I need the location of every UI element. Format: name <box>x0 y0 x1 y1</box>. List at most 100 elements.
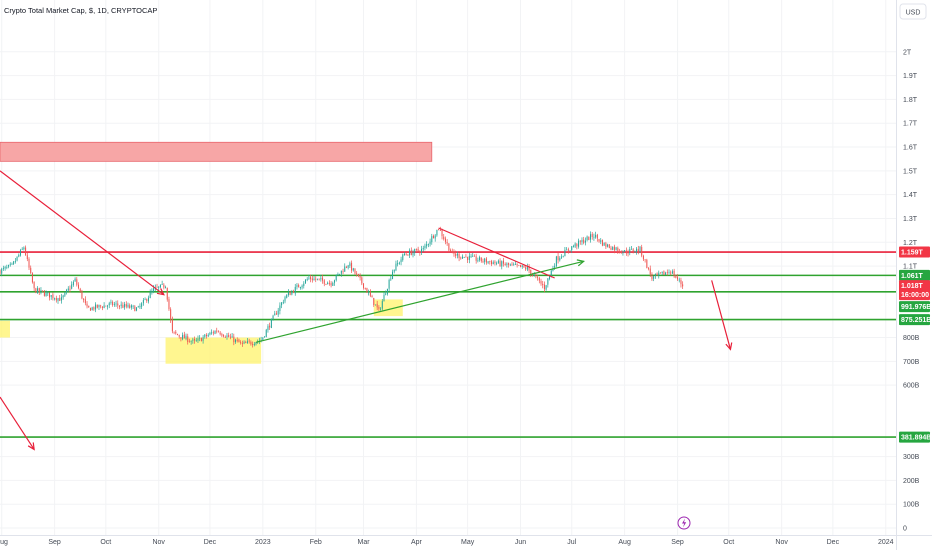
candle-body <box>214 330 216 334</box>
candle-body <box>456 253 458 256</box>
candle-body <box>282 302 284 303</box>
candle-body <box>217 331 219 333</box>
candle-body <box>231 336 233 338</box>
candle-body <box>402 254 404 261</box>
candle-body <box>95 304 97 310</box>
candle-body <box>627 252 629 254</box>
x-tick-label: Sep <box>48 539 61 546</box>
candle-body <box>323 280 325 284</box>
trend-lines[interactable] <box>0 170 733 451</box>
trend-line[interactable] <box>438 227 555 279</box>
candle-body <box>176 333 179 335</box>
y-tick-label: 300B <box>903 454 920 461</box>
candle-body <box>124 304 126 308</box>
candle-body <box>289 292 291 296</box>
price-axis[interactable]: 0 100B 200B 300B 600B 700B 800B 1.1T 1.2T 1.3T 1.4… <box>903 49 920 532</box>
trend-line[interactable] <box>0 396 35 450</box>
candle-body <box>368 292 370 294</box>
candle-body <box>356 273 358 275</box>
candle-body <box>137 306 139 308</box>
level-badge-box <box>899 246 930 258</box>
candle-body <box>455 253 457 256</box>
candle-body <box>680 280 682 285</box>
candle-body <box>612 246 614 250</box>
candle-body <box>620 251 622 254</box>
candle-body <box>223 335 225 337</box>
candle-body <box>603 242 605 246</box>
candle-body <box>151 290 153 293</box>
candle-body <box>103 305 105 309</box>
candle-body <box>363 283 365 288</box>
lightning-icon[interactable] <box>677 516 691 530</box>
support-zone[interactable] <box>373 299 403 317</box>
candle-body <box>301 285 303 288</box>
support-zone[interactable] <box>0 320 10 338</box>
candle-body <box>357 273 359 276</box>
candle-body <box>31 273 33 283</box>
y-tick-label: 1.9T <box>903 73 918 80</box>
candle-body <box>537 276 539 278</box>
level-badge-box <box>899 314 930 326</box>
candle-body <box>161 283 163 285</box>
candle-body <box>586 236 588 241</box>
candle-body <box>129 305 131 308</box>
currency-button[interactable]: USD <box>899 3 927 20</box>
x-tick-label: Oct <box>100 539 111 546</box>
candle-body <box>340 270 342 274</box>
resistance-zone[interactable] <box>0 141 433 162</box>
candle-body <box>438 229 440 230</box>
candle-body <box>572 246 574 248</box>
level-badge: 875.251B <box>901 317 931 324</box>
candlestick-series <box>0 226 684 348</box>
candle-body <box>538 278 540 281</box>
candle-body <box>487 261 489 263</box>
x-tick-label: Oct <box>723 539 734 546</box>
candle-body <box>516 263 518 266</box>
trend-line[interactable] <box>255 260 584 343</box>
candle-body <box>501 261 503 267</box>
candle-body <box>547 278 549 285</box>
trend-line[interactable] <box>0 170 165 296</box>
candle-body <box>468 255 470 260</box>
candle-body <box>248 340 250 342</box>
horizontal-levels[interactable] <box>0 251 896 438</box>
candle-body <box>253 344 255 345</box>
candle-body <box>386 288 388 295</box>
y-tick-label: 100B <box>903 502 920 509</box>
candle-body <box>560 256 563 258</box>
candle-body <box>636 248 638 252</box>
candle-body <box>77 284 80 289</box>
candle-body <box>381 301 383 309</box>
candle-body <box>427 243 429 245</box>
y-tick-label: 1.6T <box>903 145 918 152</box>
candle-body <box>284 297 286 302</box>
x-tick-label: Apr <box>411 539 423 546</box>
support-zone[interactable] <box>165 337 262 364</box>
candle-body <box>489 261 491 262</box>
candle-body <box>373 297 375 305</box>
drawing-zones[interactable] <box>0 141 433 364</box>
candle-body <box>352 268 354 271</box>
candle-body <box>291 291 293 295</box>
candle-body <box>508 262 510 265</box>
candle-body <box>118 306 120 307</box>
candle-body <box>601 239 603 246</box>
candle-body <box>286 294 288 298</box>
candle-body <box>226 335 228 338</box>
candle-body <box>194 338 196 341</box>
candle-body <box>574 243 576 247</box>
candle-body <box>294 286 296 294</box>
candle-body <box>364 288 366 289</box>
candle-body <box>71 284 73 289</box>
candle-body <box>436 229 438 236</box>
candle-body <box>211 332 213 334</box>
candle-body <box>8 265 10 267</box>
y-tick-label: 1.4T <box>903 192 918 199</box>
candle-body <box>378 306 380 309</box>
trend-line[interactable] <box>711 280 732 350</box>
time-axis[interactable]: Aug Sep Oct Nov Dec 2023 Feb Mar Apr May Jun Jul Aug… <box>0 539 894 546</box>
candle-body <box>175 331 177 334</box>
candle-body <box>549 275 551 279</box>
candle-body <box>405 253 407 255</box>
